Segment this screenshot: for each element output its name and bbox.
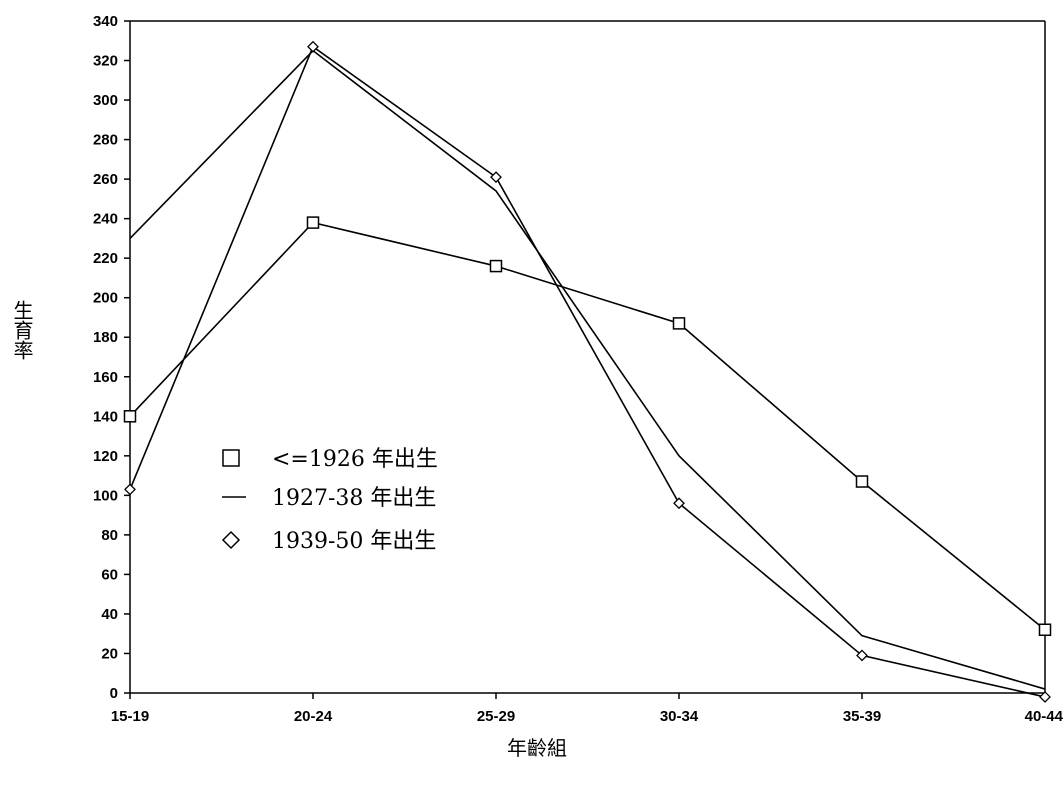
y-tick-label: 140 bbox=[93, 408, 118, 425]
series-line bbox=[129, 49, 1046, 690]
x-tick-label: 40-44 bbox=[1025, 708, 1064, 725]
data-point-square bbox=[855, 475, 869, 488]
y-tick-label: 0 bbox=[110, 685, 118, 702]
series-1 bbox=[123, 216, 1052, 637]
y-tick-label: 220 bbox=[93, 250, 118, 267]
y-tick-label: 60 bbox=[101, 566, 118, 583]
data-point-diamond bbox=[856, 649, 868, 662]
y-axis-title: 生育率 bbox=[10, 300, 34, 360]
x-axis-ticks: 15-19 20-24 25-29 30-34 35-39 40-44 bbox=[111, 693, 1064, 725]
y-tick-label: 280 bbox=[93, 132, 118, 149]
diamond-marker-icon bbox=[221, 530, 241, 550]
series-line bbox=[129, 45, 1046, 698]
x-tick-label: 30-34 bbox=[660, 708, 699, 725]
series-3 bbox=[124, 40, 1051, 703]
y-tick-label: 180 bbox=[93, 329, 118, 346]
x-tick-label: 20-24 bbox=[294, 708, 333, 725]
y-tick-label: 320 bbox=[93, 53, 118, 70]
y-tick-label: 100 bbox=[93, 487, 118, 504]
series-line bbox=[129, 221, 1046, 631]
y-axis-title-text: 生育率 bbox=[10, 300, 34, 360]
data-point-diamond bbox=[490, 171, 502, 184]
x-tick-label: 35-39 bbox=[843, 708, 881, 725]
legend-label-1927-38: 1927-38 年出生 bbox=[272, 486, 436, 511]
data-point-square bbox=[123, 410, 137, 423]
y-tick-label: 40 bbox=[101, 606, 118, 623]
data-point-square bbox=[1038, 623, 1052, 637]
x-tick-label: 15-19 bbox=[111, 708, 149, 725]
y-tick-label: 300 bbox=[93, 92, 118, 109]
x-tick-label: 25-29 bbox=[477, 708, 515, 725]
y-tick-label: 160 bbox=[93, 369, 118, 386]
series-2 bbox=[129, 49, 1046, 690]
data-point-square bbox=[489, 259, 503, 273]
data-point-diamond bbox=[307, 40, 319, 53]
series-layer bbox=[123, 40, 1052, 703]
plot-frame bbox=[129, 20, 1046, 694]
y-tick-label: 240 bbox=[93, 211, 118, 228]
legend: <=1926 年出生 1927-38 年出生 1939-50 年出生 bbox=[221, 447, 438, 554]
y-tick-label: 200 bbox=[93, 290, 118, 307]
legend-label-1926: <=1926 年出生 bbox=[272, 447, 438, 472]
data-point-diamond bbox=[673, 497, 685, 510]
data-point-square bbox=[306, 216, 320, 229]
data-point-diamond bbox=[124, 483, 136, 496]
data-point-square bbox=[672, 317, 686, 330]
y-tick-label: 80 bbox=[101, 527, 118, 544]
x-axis-title: 年齡組 bbox=[507, 736, 567, 760]
data-point-diamond bbox=[1039, 691, 1051, 703]
y-tick-label: 340 bbox=[93, 13, 118, 30]
y-axis-ticks: 0 20 40 60 80 100 120 140 160 180 200 220 240 260 280 3… bbox=[93, 13, 130, 702]
y-tick-label: 120 bbox=[93, 448, 118, 465]
square-marker-icon bbox=[222, 449, 240, 467]
legend-label-1939-50: 1939-50 年出生 bbox=[272, 529, 436, 554]
y-tick-label: 260 bbox=[93, 171, 118, 188]
y-tick-label: 20 bbox=[101, 645, 118, 662]
